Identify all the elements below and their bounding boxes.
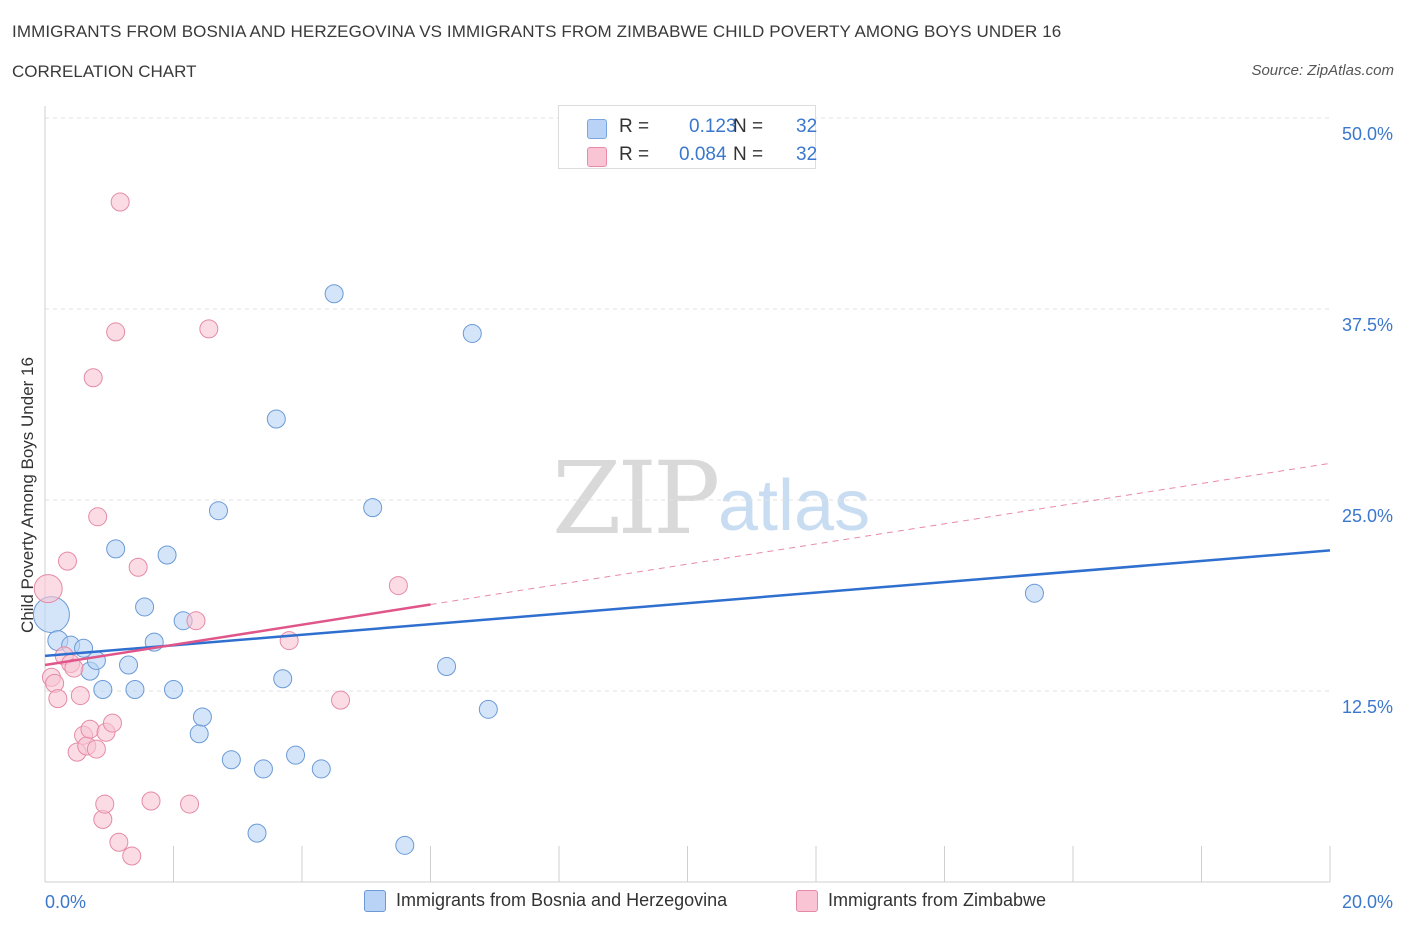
zimbabwe-trend-line-dashed [430, 462, 1331, 606]
watermark-zip: ZIP [552, 440, 720, 557]
zimbabwe-point [102, 713, 122, 733]
y-tick-label: 25.0% [1342, 506, 1393, 526]
bosnia-point [106, 539, 126, 559]
bosnia-point [157, 545, 177, 565]
bosnia-point [119, 655, 139, 675]
bosnia-point [478, 699, 498, 719]
series-swatch-zimbabwe [796, 890, 818, 912]
zimbabwe-point [70, 686, 90, 706]
zimbabwe-point [388, 576, 408, 596]
zimbabwe-point [199, 319, 219, 339]
legend-r-label: R = [619, 144, 650, 165]
bosnia-point [363, 498, 383, 518]
y-tick-label: 50.0% [1342, 124, 1393, 144]
chart-subtitle: CORRELATION CHART [12, 62, 197, 81]
bosnia-point [253, 759, 273, 779]
bosnia-point [437, 657, 457, 677]
zimbabwe-point [48, 689, 68, 709]
bosnia-point [189, 724, 209, 744]
zimbabwe-point [80, 719, 100, 739]
series-swatch-bosnia [364, 890, 386, 912]
zimbabwe-point [95, 794, 115, 814]
bosnia-point [135, 597, 155, 617]
bosnia-point [266, 409, 286, 429]
zimbabwe-point [64, 658, 84, 678]
bosnia-point [247, 823, 267, 843]
zimbabwe-point [331, 690, 351, 710]
legend-r-label: R = [619, 116, 650, 137]
bosnia-point [286, 745, 306, 765]
bosnia-point [93, 679, 113, 699]
bosnia-trend-line [44, 549, 1331, 658]
bosnia-point [462, 323, 482, 343]
legend-swatch-zimbabwe [587, 147, 607, 167]
zimbabwe-point [86, 739, 106, 759]
watermark-atlas: atlas [718, 466, 871, 546]
zimbabwe-trend-line [44, 603, 431, 667]
bosnia-point [395, 835, 415, 855]
zimbabwe-point [109, 832, 129, 852]
zimbabwe-point [186, 611, 206, 631]
zimbabwe-point [88, 507, 108, 527]
x-tick-label: 20.0% [1342, 892, 1393, 912]
bosnia-point [221, 750, 241, 770]
bosnia-point [208, 501, 228, 521]
x-tick-label: 0.0% [45, 892, 86, 912]
bosnia-point [1024, 583, 1044, 603]
zimbabwe-point [141, 791, 161, 811]
bosnia-point [125, 679, 145, 699]
zimbabwe-point [57, 551, 77, 571]
y-tick-label: 37.5% [1342, 315, 1393, 335]
zimbabwe-point [33, 574, 63, 604]
zimbabwe-point [83, 368, 103, 388]
legend-n-value: 32 [796, 144, 818, 165]
series-label-zimbabwe: Immigrants from Zimbabwe [828, 890, 1047, 910]
series-label-bosnia: Immigrants from Bosnia and Herzegovina [396, 890, 728, 910]
legend-r-value: 0.123 [689, 116, 737, 137]
bosnia-point [311, 759, 331, 779]
legend-n-label: N = [733, 144, 764, 165]
source-credit: Source: ZipAtlas.com [1251, 62, 1394, 79]
legend-n-value: 32 [796, 116, 818, 137]
bosnia-point [324, 284, 344, 304]
legend-r-value: 0.084 [679, 144, 727, 165]
zimbabwe-point [128, 557, 148, 577]
bosnia-point [192, 707, 212, 727]
bosnia-point [164, 679, 183, 699]
correlation-legend: R = 0.123 N = 32 R = 0.084 N = 32 [558, 105, 818, 169]
zimbabwe-point [122, 846, 142, 866]
zimbabwe-point [106, 322, 126, 342]
bosnia-point [273, 669, 293, 689]
zimbabwe-point [110, 192, 130, 212]
legend-n-label: N = [733, 116, 764, 137]
legend-swatch-bosnia [587, 119, 607, 139]
zimbabwe-point [180, 794, 200, 814]
chart-title: IMMIGRANTS FROM BOSNIA AND HERZEGOVINA V… [12, 22, 1062, 41]
y-tick-label: 12.5% [1342, 697, 1393, 717]
bosnia-point [86, 650, 106, 670]
